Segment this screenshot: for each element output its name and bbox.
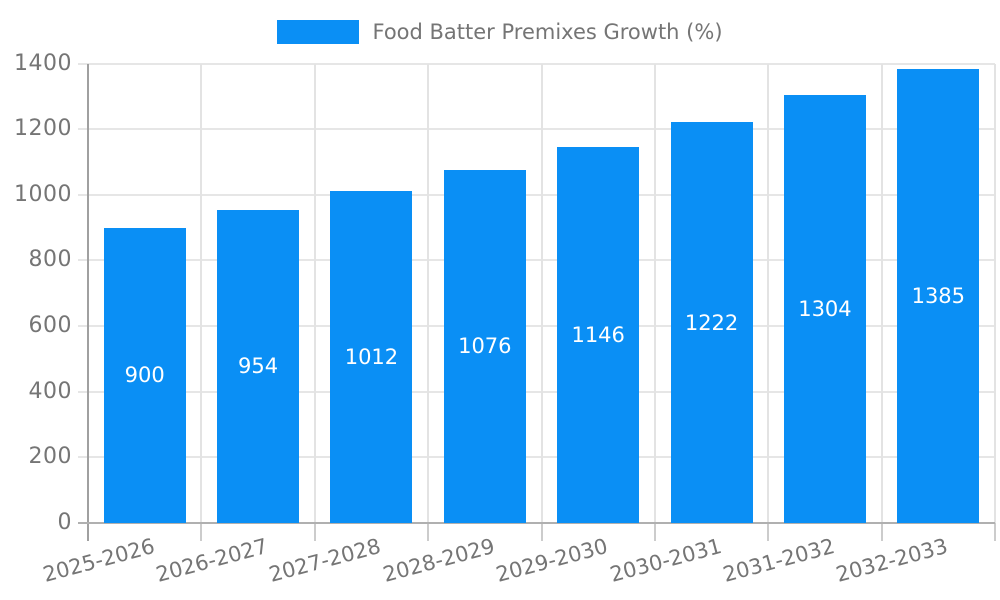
gridline-vertical — [313, 63, 316, 523]
y-tick-label: 1000 — [14, 181, 72, 207]
bar-value-label: 900 — [124, 363, 165, 388]
bar — [443, 169, 526, 523]
y-tick-label: 0 — [57, 510, 72, 535]
gridline-vertical — [880, 63, 883, 523]
bar — [330, 190, 413, 523]
gridline-horizontal — [78, 128, 995, 131]
gridline-vertical — [994, 63, 996, 523]
gridline-horizontal — [78, 456, 995, 459]
bar-value-label: 1304 — [798, 297, 852, 322]
x-tick-mark — [767, 523, 770, 541]
x-tick-mark — [200, 523, 203, 541]
bar-value-label: 954 — [238, 354, 279, 379]
gridline-vertical — [653, 63, 656, 523]
x-tick-mark — [427, 523, 430, 541]
bar — [217, 209, 300, 523]
x-tick-mark — [653, 523, 656, 541]
y-tick-label: 600 — [28, 313, 72, 339]
bar-value-label: 1222 — [684, 310, 739, 335]
gridline-horizontal — [78, 62, 995, 65]
legend: Food Batter Premixes Growth (%) — [0, 20, 1000, 44]
gridline-horizontal — [78, 193, 995, 196]
bar-value-label: 1146 — [571, 322, 625, 347]
y-tick-label: 200 — [28, 444, 72, 470]
bar — [103, 227, 186, 523]
gridline-vertical — [200, 63, 203, 523]
legend-label: Food Batter Premixes Growth (%) — [372, 20, 723, 44]
y-axis-line — [87, 63, 89, 541]
legend-swatch — [277, 20, 360, 44]
bar-value-label: 1076 — [458, 334, 512, 359]
bar — [783, 95, 866, 523]
y-tick-label: 1400 — [14, 50, 72, 76]
gridline-vertical — [767, 63, 770, 523]
x-tick-mark — [994, 523, 996, 541]
x-tick-mark — [313, 523, 316, 541]
gridline-horizontal — [78, 390, 995, 393]
y-tick-label: 400 — [28, 378, 72, 404]
x-axis-line — [78, 522, 995, 524]
bar — [670, 122, 753, 523]
gridline-vertical — [427, 63, 430, 523]
bar-value-label: 1385 — [911, 283, 966, 308]
bar — [897, 68, 980, 523]
bar-value-label: 1012 — [344, 344, 399, 369]
y-tick-label: 1200 — [14, 116, 72, 142]
x-tick-mark — [880, 523, 883, 541]
bar — [557, 146, 640, 523]
gridline-vertical — [540, 63, 543, 523]
gridline-horizontal — [78, 325, 995, 328]
y-tick-label: 800 — [28, 247, 72, 273]
x-tick-mark — [540, 523, 543, 541]
gridline-horizontal — [78, 259, 995, 262]
